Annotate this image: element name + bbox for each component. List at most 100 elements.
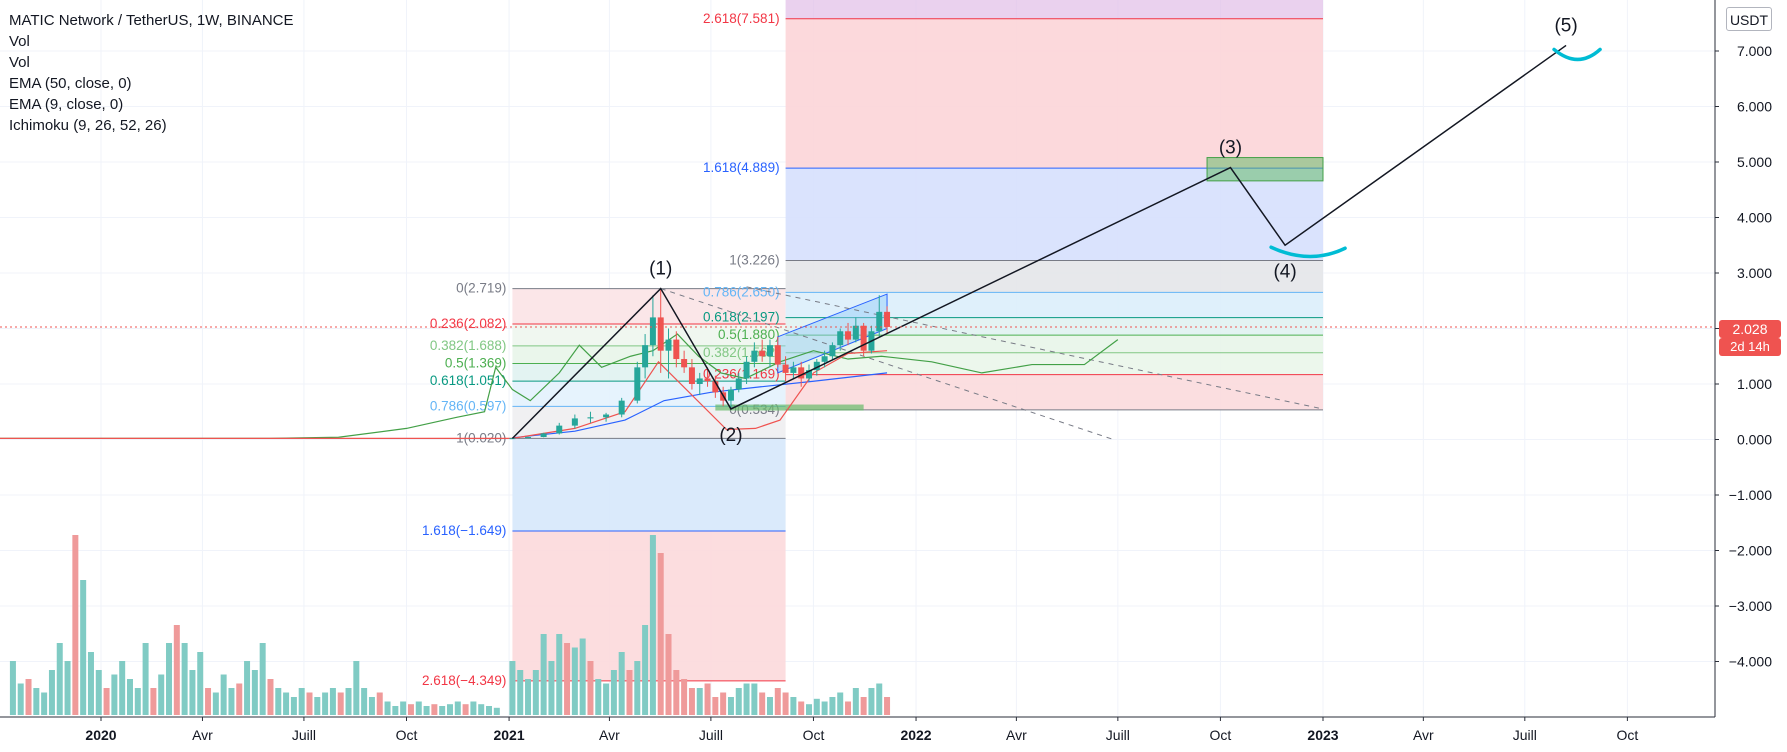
candle-body [665,339,672,351]
volume-bar [845,701,852,715]
volume-bar [298,688,305,715]
volume-bar [454,701,461,715]
fib-level-label: 0.5(1.880) [718,327,780,342]
fib-zone [785,0,1323,19]
volume-bar [306,692,313,715]
volume-bar [345,688,352,715]
time-tick-label: Oct [1616,727,1638,743]
legend-ema-9: EMA (9, close, 0) [9,96,124,113]
volume-bar [314,697,321,715]
candle-body [813,361,820,371]
time-tick-label: Juill [699,727,723,743]
fib-extension-right: 2.618(7.581) 1.618(4.889) 1(3.226) 0.786(2.… [703,0,1323,417]
volume-bar [17,683,24,715]
volume-bar [267,679,274,715]
candle-body [649,317,656,346]
price-tick-label: 4.000 [1737,210,1772,226]
volume-bar [423,706,430,715]
volume-bar [111,674,118,715]
volume-bar [720,692,727,715]
volume-bar [478,704,485,715]
elliott-wave-label: (5) [1554,15,1577,36]
volume-bar [126,679,133,715]
volume-bar [470,701,477,715]
volume-bar [439,706,446,715]
volume-bar [681,679,688,715]
volume-bar [821,701,828,715]
candle-body [876,311,883,332]
volume-bar [376,692,383,715]
fib-level-label: 0.236(1.169) [703,367,780,382]
candle-body [743,361,750,379]
elliott-wave-label: (3) [1219,138,1242,159]
volume-bar [103,688,110,715]
volume-bar [384,701,391,715]
time-tick-label: 2022 [900,727,931,743]
fib-zone [785,18,1323,169]
volume-bar [704,683,711,715]
candle-body [556,425,563,434]
candles [509,288,891,440]
ema-50-line [512,372,888,439]
volume-bar [9,661,16,715]
volume-bar [618,652,625,715]
time-tick-label: Avr [192,727,213,743]
volume-bar [134,688,141,715]
candle-body [712,381,719,393]
volume-bar [283,692,290,715]
volume-bar [649,535,656,715]
fib-zone [512,363,786,382]
fib-zone [785,352,1323,375]
volume-bars [9,535,891,715]
candle-body [829,345,836,357]
fib-level-label: 2.618(−4.349) [422,673,506,688]
volume-bar [236,683,243,715]
time-tick-label: 2021 [493,727,524,743]
volume-bar [884,697,891,715]
volume-bar [48,670,55,715]
time-tick-label: Avr [1006,727,1027,743]
price-tick-label: 3.000 [1737,265,1772,281]
volume-bar [579,638,586,715]
candle-body [884,311,891,327]
price-tick-label: −2.000 [1729,543,1772,559]
candle-body [603,414,610,418]
candle-body [688,367,695,384]
volume-bar [462,704,469,715]
fib-level-label: 1(3.226) [729,252,779,267]
volume-bar [181,643,188,715]
volume-bar [587,661,594,715]
candle-body [798,367,805,379]
candle-body [806,370,813,379]
volume-bar [80,580,87,715]
candle-body [727,389,734,401]
volume-bar [548,661,555,715]
candle-body [751,350,758,362]
legend-volume-2: Vol [9,54,30,71]
volume-bar [415,701,422,715]
fib-zone [512,288,786,324]
fib-zone [785,374,1323,410]
candle-body [681,359,688,368]
fib-level-label: 0.786(2.650) [703,284,780,299]
volume-bar [509,661,516,715]
legend-ichimoku: Ichimoku (9, 26, 52, 26) [9,117,167,134]
candle-body [587,417,594,419]
volume-bar [166,643,173,715]
candle-body [673,339,680,360]
volume-bar [87,652,94,715]
volume-bar [33,688,40,715]
volume-bar [322,692,329,715]
volume-bar [142,643,149,715]
time-tick-label: Oct [803,727,825,743]
target-zone-box [1206,157,1324,182]
volume-bar [95,670,102,715]
volume-bar [517,670,524,715]
fib-zone [512,438,786,532]
volume-bar [610,670,617,715]
volume-bar [806,704,813,715]
volume-bar [150,688,157,715]
currency-unit-button[interactable]: USDT [1726,7,1772,31]
volume-bar [766,697,773,715]
